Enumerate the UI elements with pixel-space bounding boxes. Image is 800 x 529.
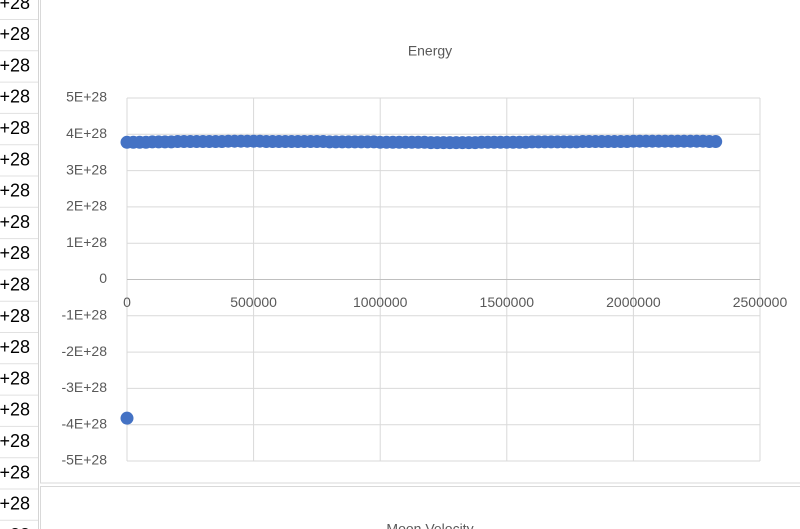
cell-text: +28 bbox=[0, 0, 30, 13]
chart-area bbox=[40, 486, 800, 529]
cell-text: +28 bbox=[0, 24, 30, 44]
cell-text: +28 bbox=[0, 243, 30, 263]
cell-text: +28 bbox=[0, 337, 30, 357]
cell-text: +28 bbox=[0, 431, 30, 451]
cell-text: +28 bbox=[0, 55, 30, 75]
x-tick-label: 1500000 bbox=[480, 294, 535, 310]
y-tick-label: 2E+28 bbox=[66, 198, 107, 214]
point bbox=[709, 135, 723, 149]
y-tick-label: -3E+28 bbox=[61, 379, 107, 395]
cell-text: +28 bbox=[0, 462, 30, 482]
cell-text: +28 bbox=[0, 181, 30, 201]
x-tick-label: 2000000 bbox=[606, 294, 661, 310]
y-tick-label: -2E+28 bbox=[61, 343, 107, 359]
x-tick-label: 500000 bbox=[230, 294, 277, 310]
y-tick-label: -4E+28 bbox=[61, 415, 107, 431]
cell-text: +28 bbox=[0, 118, 30, 138]
chart-title: Energy bbox=[408, 43, 452, 59]
y-tick-label: -5E+28 bbox=[61, 452, 107, 468]
y-tick-label: -1E+28 bbox=[61, 307, 107, 323]
point bbox=[120, 411, 134, 425]
y-tick-label: 1E+28 bbox=[66, 234, 107, 250]
cell-text: +28 bbox=[0, 212, 30, 232]
chart-area bbox=[40, 0, 800, 484]
x-tick-label: 1000000 bbox=[353, 294, 408, 310]
cell-text: +28 bbox=[0, 400, 30, 420]
x-tick-label: 0 bbox=[123, 294, 131, 310]
x-tick-label: 2500000 bbox=[733, 294, 788, 310]
y-tick-label: 4E+28 bbox=[66, 125, 107, 141]
cell-text: +28 bbox=[0, 149, 30, 169]
cell-text: +28 bbox=[0, 525, 30, 529]
cell-text: +28 bbox=[0, 87, 30, 107]
y-tick-label: 5E+28 bbox=[66, 89, 107, 105]
chart-title: Moon Velocity bbox=[386, 521, 473, 529]
cell-text: +28 bbox=[0, 306, 30, 326]
cell-text: +28 bbox=[0, 494, 30, 514]
cell-text: +28 bbox=[0, 368, 30, 388]
cell-text: +28 bbox=[0, 274, 30, 294]
y-tick-label: 0 bbox=[99, 270, 107, 286]
y-tick-label: 3E+28 bbox=[66, 161, 107, 177]
